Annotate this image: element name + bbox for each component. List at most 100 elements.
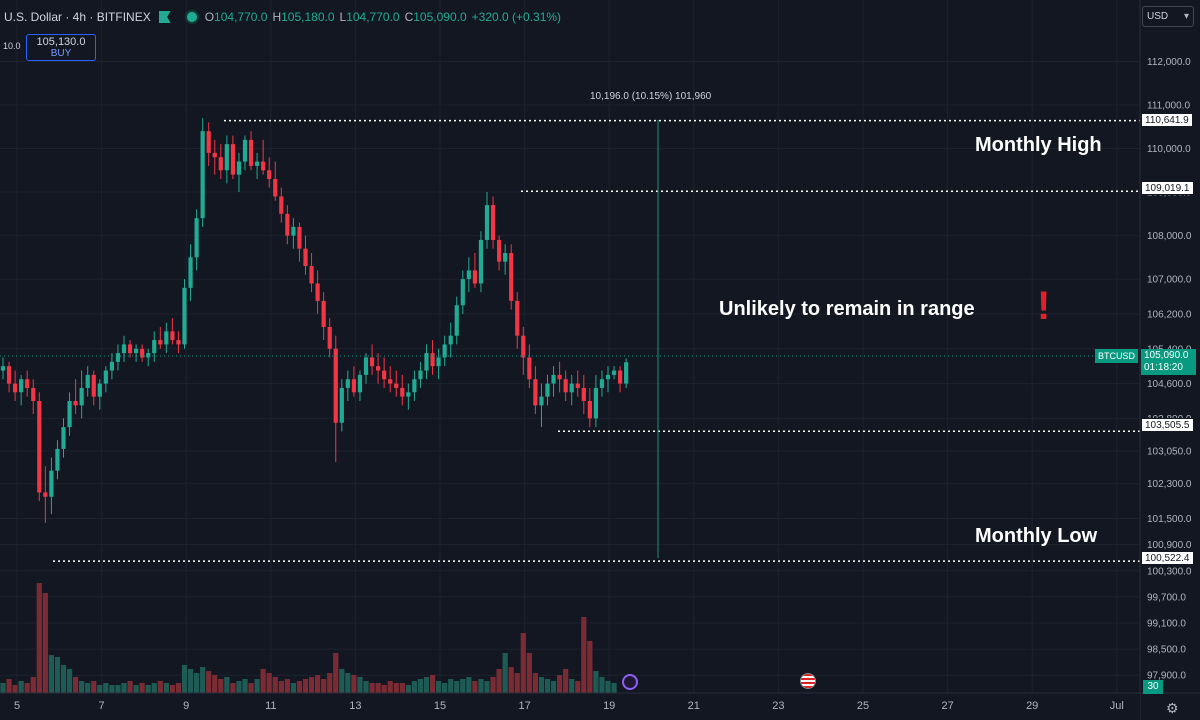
- order-quantity[interactable]: 10.0: [3, 41, 21, 51]
- candle-body: [509, 253, 514, 301]
- candle-body: [521, 335, 526, 358]
- low-value: 104,770.0: [346, 10, 400, 24]
- candle-body: [297, 226, 302, 249]
- volume-bar: [0, 683, 6, 693]
- volume-bar: [442, 683, 448, 693]
- volume-bar: [109, 685, 115, 693]
- volume-bar: [436, 681, 442, 693]
- candle-body: [382, 370, 387, 380]
- currency-dropdown[interactable]: USD: [1142, 6, 1194, 27]
- volume-bar: [157, 681, 163, 693]
- candle-body: [309, 266, 314, 284]
- time-tick-label: 17: [518, 700, 530, 712]
- candle-body: [315, 283, 320, 301]
- market-status-icon: [184, 10, 199, 24]
- volume-bar: [218, 679, 224, 693]
- price-tick-label: 106,200.0: [1147, 309, 1192, 320]
- candle-body: [218, 157, 223, 171]
- volume-bar: [272, 677, 278, 693]
- candle-body: [291, 226, 296, 236]
- candle-body: [73, 401, 78, 406]
- candle-body: [357, 374, 363, 393]
- event-icon[interactable]: [622, 674, 638, 690]
- volume-bar: [345, 673, 351, 693]
- candle-body: [134, 348, 139, 354]
- volume-tag: 30: [1143, 680, 1163, 694]
- candle-body: [212, 152, 217, 158]
- candle-body: [569, 383, 574, 393]
- volume-bar: [387, 681, 393, 693]
- price-tick-label: 99,100.0: [1147, 619, 1186, 630]
- volume-bar: [42, 593, 48, 693]
- volume-bar: [248, 683, 254, 693]
- time-tick-label: 29: [1026, 700, 1038, 712]
- chart-grid: [0, 0, 1140, 693]
- candle-body: [551, 374, 556, 384]
- symbol-title[interactable]: U.S. Dollar · 4h · BITFINEX: [4, 10, 151, 24]
- candle-body: [115, 353, 121, 362]
- chart-header: U.S. Dollar · 4h · BITFINEX O 104,770.0 H…: [0, 0, 1140, 34]
- candle-body: [55, 448, 60, 471]
- volume-bar: [393, 683, 399, 693]
- candle-body: [194, 218, 199, 258]
- buy-button[interactable]: 105,130.0 BUY: [26, 34, 96, 61]
- volume-bar: [417, 679, 424, 693]
- candle-body: [273, 179, 278, 197]
- candle-body: [285, 213, 290, 236]
- volume-bar: [327, 673, 333, 693]
- us-flag-icon[interactable]: [800, 673, 816, 689]
- flag-icon[interactable]: [158, 11, 171, 23]
- candle-body: [188, 257, 193, 288]
- candle-body: [515, 300, 520, 336]
- candle-body: [557, 374, 562, 380]
- volume-bar: [308, 677, 315, 693]
- volume-bar: [599, 677, 605, 693]
- price-tick-label: 100,300.0: [1147, 566, 1192, 577]
- candle-body: [424, 353, 429, 371]
- volume-bar: [187, 669, 194, 693]
- candle-body: [472, 270, 477, 284]
- volume-bar: [151, 683, 157, 693]
- volume-bar: [357, 677, 363, 693]
- candle-body: [436, 357, 441, 367]
- volume-bar: [230, 683, 236, 693]
- volume-bar: [224, 677, 230, 693]
- volume-bar: [581, 617, 587, 693]
- volume-bar: [496, 669, 502, 693]
- volume-bar: [30, 677, 36, 693]
- volume-bar: [399, 683, 405, 693]
- volume-bar: [145, 685, 151, 693]
- volume-bar: [333, 653, 339, 693]
- volume-bar: [472, 681, 478, 693]
- volume-bar: [284, 679, 290, 693]
- level-tag-low: 100,522.4: [1141, 551, 1194, 565]
- candle-body: [448, 335, 453, 345]
- candle-body: [121, 344, 127, 354]
- volume-bar: [266, 673, 272, 693]
- volume-bar: [405, 685, 411, 693]
- gear-icon[interactable]: ⚙: [1166, 700, 1179, 716]
- last-price-symbol: BTCUSD: [1095, 349, 1139, 363]
- candle-body: [79, 387, 84, 406]
- open-label: O: [204, 10, 215, 24]
- volume-bar: [544, 679, 551, 693]
- volume-bar: [490, 677, 496, 693]
- volume-bar: [550, 681, 557, 693]
- candle-body: [533, 379, 538, 406]
- candle-body: [442, 344, 447, 358]
- time-tick-label: 7: [99, 700, 105, 712]
- volume-bar: [593, 671, 599, 693]
- volume-bar: [97, 685, 103, 693]
- candle-body: [497, 239, 502, 262]
- candle-body: [146, 353, 151, 358]
- candle-body: [593, 387, 598, 419]
- volume-bar: [369, 683, 375, 693]
- candle-body: [61, 427, 66, 449]
- candle-body: [400, 387, 405, 397]
- volume-bar: [514, 673, 520, 693]
- candle-body: [406, 392, 411, 397]
- candle-body: [466, 270, 471, 280]
- volume-bar: [520, 633, 526, 693]
- volume-bar: [260, 669, 266, 693]
